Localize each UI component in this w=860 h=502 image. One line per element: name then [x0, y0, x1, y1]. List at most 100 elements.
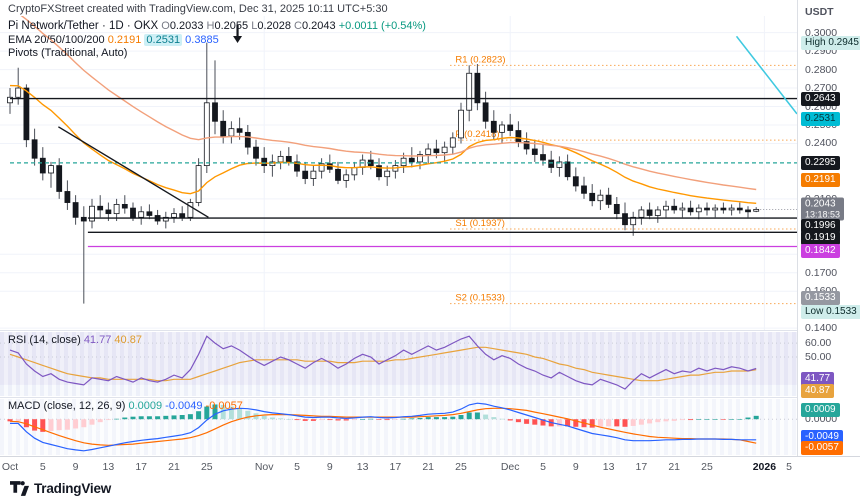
- axis-badge: 0.2043 13:18:53: [801, 197, 845, 221]
- time-axis-label: 5: [786, 461, 792, 473]
- axis-badge: 0.1996: [801, 219, 840, 234]
- time-axis-label: 21: [168, 461, 180, 473]
- time-axis-label: 13: [602, 461, 615, 473]
- symbol-legend-row[interactable]: Pi Network/Tether · 1D · OKX O0.2033 H0.…: [8, 20, 426, 33]
- macd-line-value: -0.0049: [165, 400, 203, 412]
- macd-pane[interactable]: MACD (close, 12, 26, 9) 0.0009 -0.0049 -…: [0, 399, 797, 455]
- time-axis[interactable]: Oct 5 9 13 17 21 25 Nov 5 9 13 17 21 25 Dec 5 9 13 17 21 25 2…: [0, 457, 797, 478]
- axis-tick: 0.2400: [805, 137, 838, 150]
- axis-badge: 0.1919: [801, 231, 840, 246]
- tradingview-logo-icon: [10, 481, 29, 496]
- low-label: L: [251, 20, 258, 32]
- axis-tick: 0.3000: [805, 26, 838, 39]
- axis-tick: 60.00: [805, 337, 832, 350]
- axis-badge: Low 0.1533: [801, 304, 860, 319]
- time-axis-label: Oct: [1, 461, 19, 473]
- time-axis-label: 13: [356, 461, 369, 473]
- axis-badge: 0.1533: [801, 290, 840, 305]
- ema200-value: 0.3885: [185, 33, 219, 46]
- chart-legend: Pi Network/Tether · 1D · OKX O0.2033 H0.…: [8, 20, 426, 61]
- pane-separator[interactable]: [0, 330, 860, 331]
- bottom-bar: TradingView: [0, 478, 860, 502]
- axis-badge: 0.2531: [801, 112, 840, 127]
- rsi-ma-value: 40.87: [114, 334, 142, 346]
- pivot-level-label: R1 (0.2823): [455, 54, 505, 65]
- time-axis-label: 9: [72, 461, 79, 473]
- macd-label: MACD (close, 12, 26, 9): [8, 400, 126, 412]
- time-axis-label: 17: [389, 461, 402, 473]
- time-axis-label: 5: [540, 461, 546, 473]
- ema-legend-row[interactable]: EMA 20/50/100/200 0.2191 0.2531 0.3885: [8, 33, 426, 47]
- price-axis[interactable]: USDT 0.30000.29000.28000.27000.26000.250…: [797, 0, 860, 456]
- macd-signal-value: -0.0057: [205, 400, 243, 412]
- ema-label: EMA 20/50/100/200: [8, 33, 105, 46]
- low-value: 0.2028: [257, 20, 291, 32]
- axis-tick: 0.2700: [805, 82, 838, 95]
- axis-badge: 0.1842: [801, 243, 840, 258]
- time-axis-label: 17: [135, 461, 148, 473]
- time-axis-label: 25: [200, 461, 213, 473]
- time-axis-label: 25: [455, 461, 467, 473]
- axis-badge: -0.0049: [801, 429, 843, 444]
- close-value: 0.2043: [302, 20, 336, 32]
- pivots-legend-row[interactable]: Pivots (Traditional, Auto): [8, 47, 426, 60]
- time-axis-label: 9: [572, 461, 579, 473]
- rsi-label: RSI (14, close): [8, 334, 81, 346]
- macd-line: [10, 402, 757, 452]
- ema100-value: 0.2531: [144, 33, 183, 46]
- trendline-drawing: [58, 126, 209, 218]
- tradingview-logo-text: TradingView: [34, 481, 112, 496]
- change-value: +0.0011 (+0.54%): [338, 20, 426, 32]
- close-label: C: [294, 20, 302, 32]
- pane-separator[interactable]: [0, 397, 860, 398]
- high-value: 0.2055: [214, 20, 249, 32]
- time-axis-label: Dec: [500, 461, 520, 473]
- time-axis-label: 9: [326, 461, 333, 473]
- axis-tick: 50.00: [805, 351, 832, 364]
- time-axis-label: 2026: [752, 461, 777, 473]
- high-label: H: [206, 20, 215, 32]
- time-axis-label: 13: [102, 461, 115, 473]
- ema20-value: 0.2191: [107, 33, 142, 46]
- arrow-down-annotation: [233, 36, 243, 43]
- symbol-title[interactable]: Pi Network/Tether · 1D · OKX: [8, 20, 159, 32]
- rsi-legend-row[interactable]: RSI (14, close) 41.77 40.87: [8, 334, 142, 346]
- open-value: 0.2033: [169, 20, 204, 32]
- open-label: O: [161, 20, 170, 32]
- pivots-label: Pivots (Traditional, Auto): [8, 47, 128, 59]
- price-pane[interactable]: R1 (0.2823) P (0.2418) S1 (0.1937) S2 (0.15…: [0, 16, 797, 330]
- trendline-drawing: [735, 35, 797, 115]
- signal-line: [9, 407, 757, 446]
- time-axis-label: 5: [294, 461, 300, 473]
- macd-legend-row[interactable]: MACD (close, 12, 26, 9) 0.0009 -0.0049 -…: [8, 400, 243, 412]
- axis-badge: 41.77: [801, 372, 835, 387]
- axis-badge: 0.0009: [801, 403, 840, 418]
- rsi-pane[interactable]: RSI (14, close) 41.77 40.87: [0, 332, 797, 396]
- pivot-level-label: S2 (0.1533): [455, 293, 505, 304]
- axis-badge: -0.0057: [801, 441, 843, 456]
- time-axis-label: Nov: [254, 461, 274, 473]
- axis-badge: 0.2643: [801, 91, 840, 106]
- axis-tick: 0.1700: [805, 266, 838, 279]
- macd-chart-canvas[interactable]: [0, 399, 797, 455]
- axis-badge: 40.87: [801, 383, 835, 398]
- price-chart-canvas[interactable]: R1 (0.2823) P (0.2418) S1 (0.1937) S2 (0.15…: [0, 16, 797, 330]
- time-axis-label: 21: [422, 461, 435, 473]
- time-axis-label: 17: [635, 461, 648, 473]
- axis-unit-label: USDT: [805, 6, 834, 18]
- ema-line: [9, 84, 757, 204]
- axis-badge: 0.2191: [801, 173, 840, 188]
- tradingview-logo[interactable]: TradingView: [10, 480, 111, 497]
- axis-tick: 0.2800: [805, 63, 838, 76]
- rsi-chart-canvas[interactable]: [0, 332, 797, 396]
- rsi-line: [9, 335, 757, 390]
- credit-text: CryptoFXStreet created with TradingView.…: [8, 3, 388, 15]
- pivot-level-label: S1 (0.1937): [455, 218, 505, 229]
- pivot-level-label: P (0.2418): [455, 129, 499, 140]
- time-axis-label: 25: [701, 461, 713, 473]
- rsi-value: 41.77: [83, 334, 112, 346]
- rsi-based-ma-line: [9, 346, 757, 382]
- axis-badge: 0.2295: [801, 155, 840, 170]
- axis-tick: 0.1400: [805, 322, 838, 335]
